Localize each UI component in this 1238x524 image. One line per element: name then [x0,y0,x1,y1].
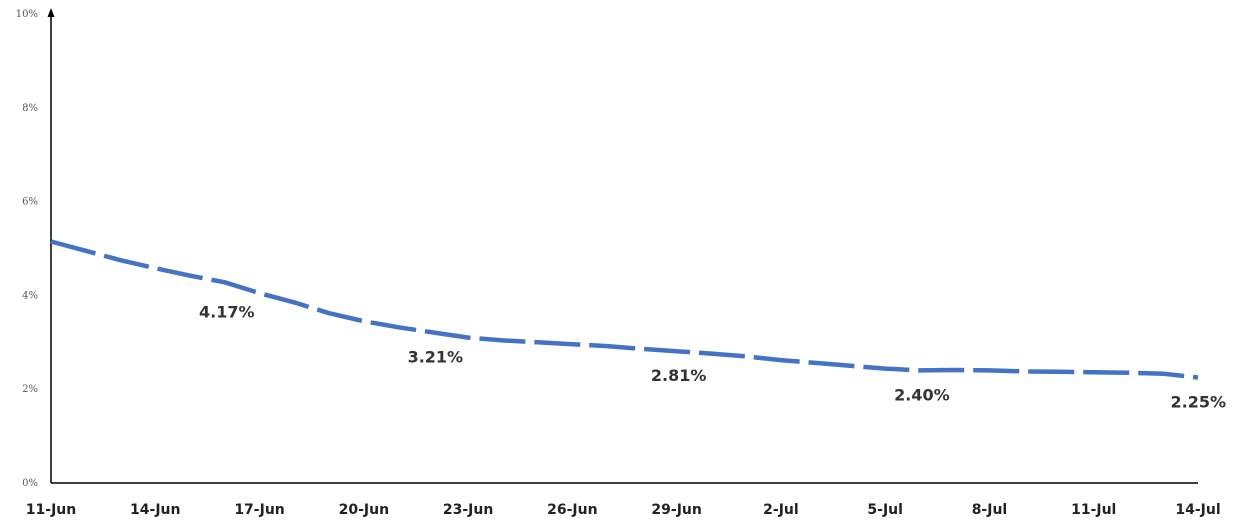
y-tick-label: 2% [22,384,38,395]
x-tick-label: 8-Jul [972,502,1008,518]
x-tick-label: 14-Jul [1175,502,1220,518]
y-tick-label: 8% [22,103,38,114]
y-tick-label: 4% [22,290,38,301]
x-tick-label: 26-Jun [547,502,597,518]
data-label: 4.17% [199,302,255,321]
x-tick-label: 23-Jun [443,502,493,518]
y-tick-label: 0% [22,478,38,489]
data-label: 2.25% [1170,392,1226,411]
data-label: 2.40% [894,385,950,404]
x-tick-labels: 11-Jun 14-Jun 17-Jun 20-Jun 23-Jun 26-Jun 29-J… [26,502,1221,518]
series-group [50,239,1199,380]
x-tick-label: 14-Jun [130,502,180,518]
y-tick-label: 10% [16,9,38,20]
x-tick-label: 11-Jul [1071,502,1116,518]
y-tick-labels: 0% 2% 4% 6% 8% 10% [16,9,38,489]
y-tick-label: 6% [22,197,38,208]
x-tick-label: 2-Jul [763,502,799,518]
series-line [50,239,1199,380]
data-labels: 4.17% 3.21% 2.81% 2.40% 2.25% [199,302,1226,411]
x-tick-label: 17-Jun [234,502,284,518]
x-tick-label: 11-Jun [26,502,76,518]
x-tick-label: 29-Jun [651,502,701,518]
y-axis-arrow [47,8,55,17]
axes [47,8,1198,484]
data-label: 2.81% [651,366,707,385]
x-tick-label: 20-Jun [339,502,389,518]
x-tick-label: 5-Jul [867,502,903,518]
data-label: 3.21% [408,347,464,366]
